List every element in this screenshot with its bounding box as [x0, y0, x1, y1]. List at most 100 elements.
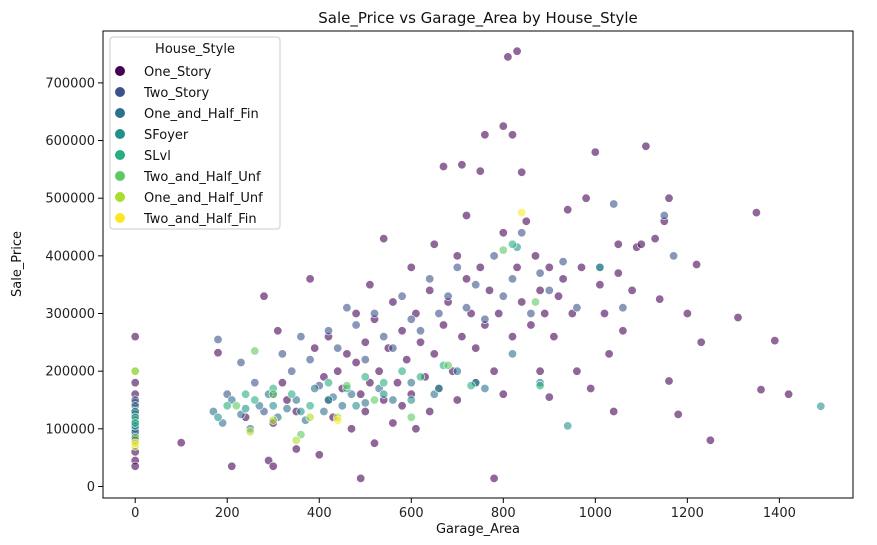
data-point-one-story	[475, 262, 485, 272]
data-point-one-and-half-unf	[268, 415, 278, 425]
data-point-two-story	[351, 320, 361, 330]
data-point-one-story	[512, 46, 522, 56]
x-tick-label: 1400	[763, 506, 796, 521]
data-point-two-story	[480, 314, 490, 324]
data-point-one-story	[636, 239, 646, 249]
data-point-one-story	[277, 378, 287, 388]
data-point-one-story	[604, 349, 614, 359]
data-point-slvl	[130, 418, 140, 428]
y-tick-label: 400000	[45, 249, 95, 264]
data-point-two-story	[572, 303, 582, 313]
data-point-one-story	[342, 349, 352, 359]
data-point-one-story	[751, 208, 761, 218]
data-point-one-and-half-unf	[305, 412, 315, 422]
data-point-two-story	[277, 349, 287, 359]
data-point-sfoyer	[241, 404, 251, 414]
data-point-one-story	[549, 332, 559, 342]
data-point-one-story	[415, 337, 425, 347]
data-point-one-story	[273, 326, 283, 336]
legend-label: One_and_Half_Fin	[144, 107, 259, 122]
legend-marker	[115, 192, 125, 202]
legend-marker	[115, 150, 125, 160]
data-point-one-story	[586, 383, 596, 393]
data-point-one-and-half-fin	[388, 395, 398, 405]
data-point-one-story	[521, 216, 531, 226]
data-point-one-story	[369, 438, 379, 448]
data-point-one-story	[130, 461, 140, 471]
y-tick-label: 300000	[45, 307, 95, 322]
data-point-one-story	[268, 461, 278, 471]
data-point-two-story	[369, 308, 379, 318]
data-point-two-and-half-fin	[517, 208, 527, 218]
legend-label: One_Story	[144, 65, 212, 80]
chart-title: Sale_Price vs Garage_Area by House_Style	[318, 9, 638, 28]
data-point-one-story	[438, 320, 448, 330]
data-point-sfoyer	[816, 401, 826, 411]
data-point-one-story	[452, 395, 462, 405]
x-tick-label: 800	[491, 506, 516, 521]
data-point-one-and-half-fin	[319, 406, 329, 416]
data-point-two-story	[379, 332, 389, 342]
legend-box	[109, 36, 281, 230]
data-point-one-story	[563, 205, 573, 215]
x-tick-label: 1000	[579, 506, 612, 521]
data-point-two-story	[397, 291, 407, 301]
data-point-two-story	[544, 285, 554, 295]
data-point-one-story	[425, 285, 435, 295]
data-point-one-story	[498, 121, 508, 131]
data-point-one-story	[507, 332, 517, 342]
x-tick-label: 400	[307, 506, 332, 521]
data-point-sfoyer	[563, 421, 573, 431]
legend-title: House_Style	[155, 42, 235, 57]
data-point-two-and-half-fin	[130, 438, 140, 448]
data-point-one-story	[530, 251, 540, 261]
data-point-one-story	[461, 274, 471, 284]
data-point-sfoyer	[323, 395, 333, 405]
y-axis: 0 100000 200000 300000 400000 500000 600000 700…	[45, 76, 103, 495]
data-point-two-and-half-unf	[342, 381, 352, 391]
data-point-one-story	[351, 357, 361, 367]
data-point-one-story	[641, 141, 651, 151]
data-point-one-story	[402, 355, 412, 365]
data-point-one-story	[438, 162, 448, 172]
data-point-slvl	[250, 395, 260, 405]
y-tick-label: 600000	[45, 134, 95, 149]
data-point-one-story	[346, 424, 356, 434]
data-point-slvl	[535, 381, 545, 391]
data-point-one-story	[517, 297, 527, 307]
data-point-two-story	[415, 326, 425, 336]
data-point-one-story	[503, 52, 513, 62]
data-point-one-story	[558, 274, 568, 284]
data-point-one-story	[429, 349, 439, 359]
data-point-one-story	[397, 401, 407, 411]
legend-marker	[115, 171, 125, 181]
legend-marker	[115, 129, 125, 139]
data-point-two-and-half-unf	[231, 401, 241, 411]
y-tick-label: 100000	[45, 422, 95, 437]
x-axis: 0 200 400 600 800 1000 1200 1400	[131, 498, 796, 521]
data-point-one-and-half-unf	[130, 366, 140, 376]
data-point-one-story	[310, 343, 320, 353]
data-point-two-story	[558, 257, 568, 267]
data-point-one-and-half-fin	[480, 383, 490, 393]
plot-frame	[102, 30, 854, 499]
data-point-sfoyer	[595, 262, 605, 272]
data-point-one-story	[613, 268, 623, 278]
data-point-two-story	[452, 262, 462, 272]
legend-label: Two_and_Half_Fin	[143, 212, 257, 227]
y-tick-label: 500000	[45, 192, 95, 207]
data-point-two-story	[659, 211, 669, 221]
data-point-one-story	[489, 473, 499, 483]
data-point-one-story	[756, 385, 766, 395]
data-point-two-story	[406, 314, 416, 324]
data-point-two-and-half-unf	[250, 346, 260, 356]
data-point-two-story	[669, 251, 679, 261]
data-point-two-and-half-unf	[406, 412, 416, 422]
data-point-one-and-half-fin	[507, 349, 517, 359]
data-point-two-story	[360, 355, 370, 365]
data-point-two-story	[471, 280, 481, 290]
data-point-one-story	[457, 160, 467, 170]
data-point-one-story	[784, 389, 794, 399]
legend-marker	[115, 108, 125, 118]
